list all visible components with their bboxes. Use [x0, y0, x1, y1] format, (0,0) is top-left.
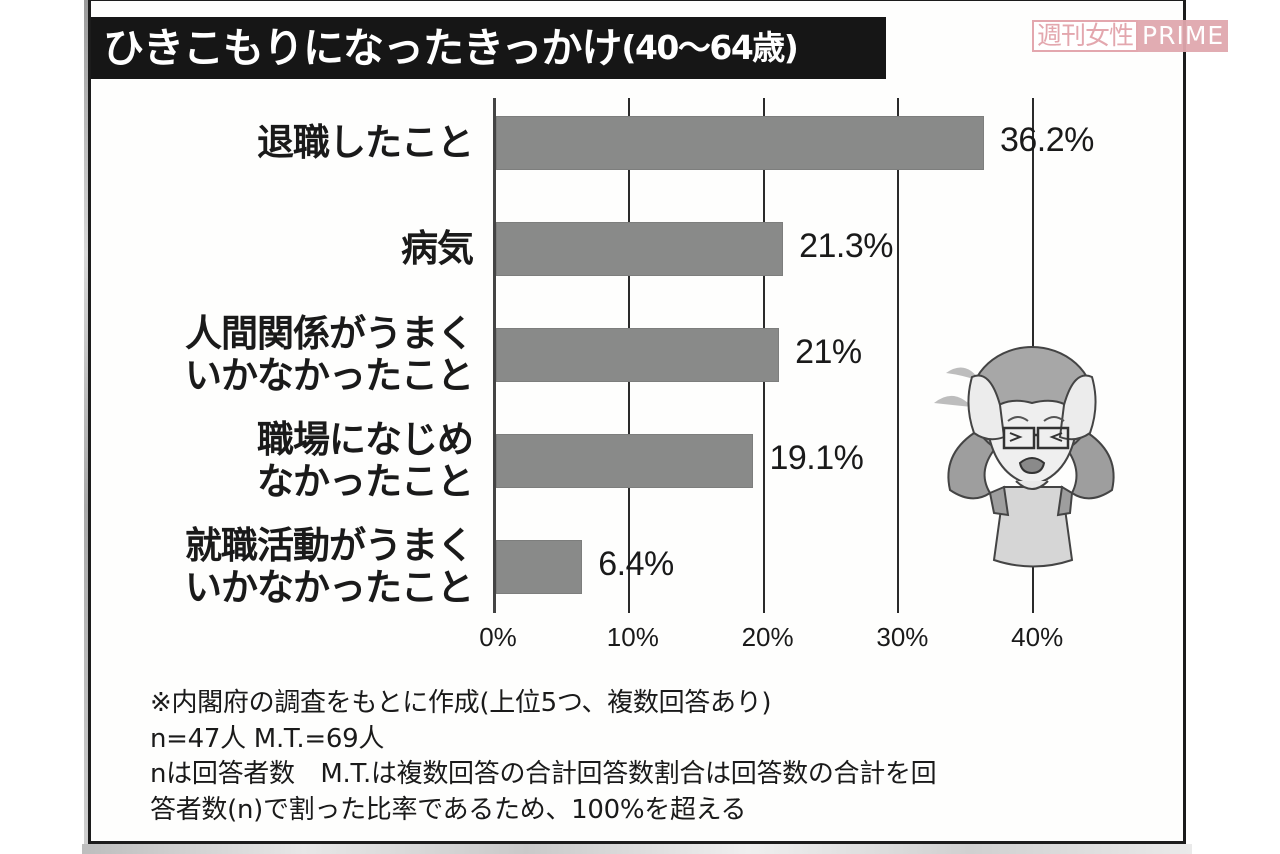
chart-title-bar: ひきこもりになったきっかけ (40〜64歳) [91, 17, 886, 79]
category-label: 人間関係がうまく いかなかったこと [185, 312, 474, 397]
x-tick-label: 20% [741, 622, 794, 652]
category-label-line: 職場になじめ [257, 418, 474, 461]
category-label-line: いかなかったこと [185, 566, 474, 609]
bar [496, 116, 984, 170]
bar-value-label: 36.2% [999, 121, 1094, 159]
category-label: 就職活動がうまく いかなかったこと [185, 524, 474, 609]
logo-jp-text: 週刊女性 [1032, 20, 1139, 52]
bar [496, 328, 780, 382]
bar [496, 222, 784, 276]
category-label-line: 退職したこと [257, 121, 474, 164]
gridline [897, 98, 900, 613]
footnote-definition-2: 答者数(n)で割った比率であるため、100%を超える [150, 794, 747, 825]
category-label: 職場になじめ なかったこと [257, 418, 474, 503]
x-tick-label: 40% [1011, 622, 1064, 652]
x-tick-label: 0% [479, 622, 517, 652]
category-label-line: いかなかったこと [185, 354, 474, 397]
chart-title: ひきこもりになったきっかけ [103, 24, 622, 72]
category-label-line: 病気 [401, 227, 474, 270]
category-label-line: なかったこと [257, 460, 474, 503]
category-label-line: 就職活動がうまく [185, 524, 474, 567]
logo-en-text: PRIME [1138, 20, 1229, 52]
x-tick-label: 30% [876, 622, 929, 652]
x-tick-label: 10% [606, 622, 659, 652]
distressed-elderly-woman-holding-head-icon [934, 346, 1115, 568]
publisher-logo: 週刊女性 PRIME [1032, 20, 1229, 52]
page-edge-texture [84, 0, 89, 846]
bar-value-label: 19.1% [769, 439, 864, 477]
footnote-source: ※内閣府の調査をもとに作成(上位5つ、複数回答あり) [150, 688, 772, 718]
category-label: 退職したこと [257, 121, 474, 164]
footnote-sample-size: n=47人 M.T.=69人 [150, 723, 385, 754]
page-edge-texture-bottom [82, 844, 1192, 854]
bar-value-label: 21.3% [799, 227, 894, 265]
chart-title-age-range: (40〜64歳) [621, 28, 799, 67]
bar [496, 434, 754, 488]
bar [496, 540, 583, 594]
chart-footnotes: ※内閣府の調査をもとに作成(上位5つ、複数回答あり) n=47人 M.T.=69… [150, 686, 1180, 828]
category-label: 病気 [401, 227, 474, 270]
footnote-definition-1: nは回答者数 M.T.は複数回答の合計回答数割合は回答数の合計を回 [150, 759, 937, 789]
bar-value-label: 6.4% [598, 545, 674, 583]
bar-value-label: 21% [795, 333, 862, 371]
category-label-line: 人間関係がうまく [185, 312, 474, 355]
y-axis-line [493, 98, 496, 613]
